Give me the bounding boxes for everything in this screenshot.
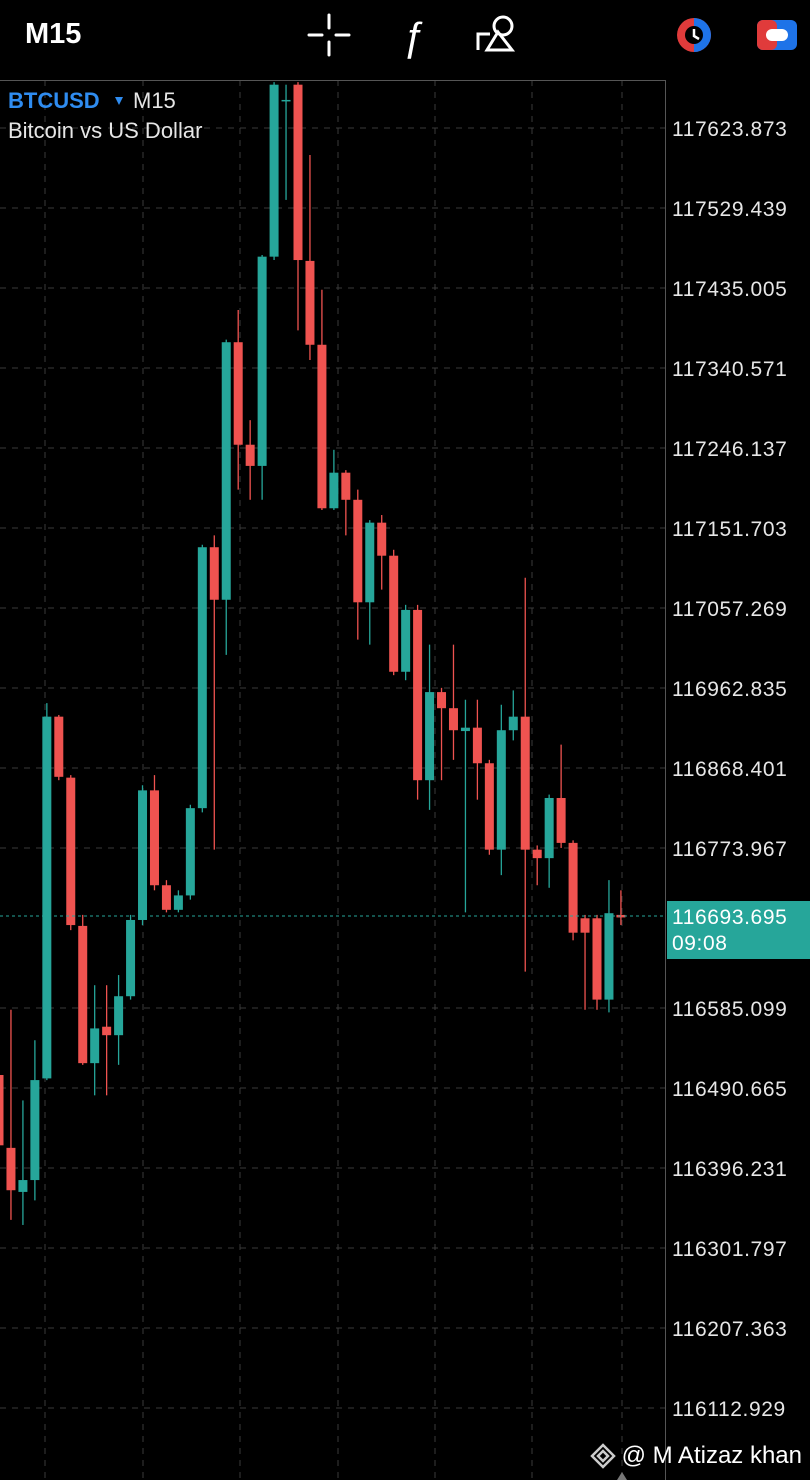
- candle-body: [484, 763, 494, 850]
- candle-body: [317, 344, 327, 509]
- candle-body: [161, 885, 171, 910]
- symbol-description: Bitcoin vs US Dollar: [8, 118, 202, 143]
- candle-body: [544, 797, 554, 859]
- y-tick-label: 116962.835: [672, 678, 787, 701]
- watermark-text: @ M Atizaz khan: [621, 1442, 802, 1469]
- candle-body: [329, 472, 339, 509]
- candle-body: [221, 342, 231, 600]
- chart-timeframe: M15: [133, 88, 176, 113]
- candle-body: [138, 790, 148, 920]
- candle-body: [556, 797, 566, 843]
- y-tick-label: 117151.703: [672, 518, 787, 541]
- candle-body: [197, 547, 207, 809]
- candle-body: [520, 716, 530, 850]
- candle-body: [532, 849, 542, 859]
- candle-body: [401, 609, 411, 672]
- y-tick-label: 117340.571: [672, 358, 787, 381]
- trade-icon[interactable]: [677, 18, 711, 52]
- y-tick-label: 117623.873: [672, 118, 787, 141]
- candle-body: [269, 84, 279, 257]
- candle-body: [580, 918, 590, 933]
- current-price-label: 116693.695: [672, 906, 787, 929]
- symbol[interactable]: BTCUSD: [8, 88, 100, 113]
- candle-body: [209, 547, 219, 600]
- candle-body: [126, 919, 136, 997]
- candle-body: [460, 727, 470, 732]
- bar-countdown: 09:08: [672, 932, 728, 955]
- candle-body: [305, 260, 315, 345]
- candle-body: [90, 1028, 100, 1064]
- timeframe-button[interactable]: M15: [25, 18, 82, 50]
- watermark-icon: [589, 1443, 616, 1469]
- candle-body: [365, 522, 375, 603]
- y-tick-label: 117435.005: [672, 278, 787, 301]
- candle-body: [293, 84, 303, 261]
- watermark: @ M Atizaz khan: [589, 1442, 802, 1470]
- y-tick-label: 116773.967: [672, 838, 787, 861]
- y-tick-label: 117529.439: [672, 198, 787, 221]
- candle-body: [592, 918, 602, 1000]
- candle-body: [0, 1075, 4, 1146]
- candle-body: [42, 716, 52, 1079]
- y-tick-label: 116112.929: [672, 1398, 786, 1421]
- candle-body: [245, 444, 255, 466]
- candle-body: [102, 1026, 112, 1036]
- candle-body: [66, 777, 76, 926]
- candle-body: [149, 790, 159, 886]
- candle-body: [425, 692, 435, 781]
- y-tick-label: 116490.665: [672, 1078, 787, 1101]
- candle-body: [508, 716, 518, 731]
- y-tick-label: 116585.099: [672, 998, 787, 1021]
- y-tick-label: 116301.797: [672, 1238, 787, 1261]
- candle-body: [6, 1147, 16, 1191]
- candle-body: [54, 716, 64, 777]
- candle-body: [78, 925, 88, 1064]
- toolbar-icons: ƒ: [307, 13, 797, 61]
- candle-body: [353, 499, 363, 603]
- vertical-grid: [44, 80, 623, 1480]
- top-bar: M15 ƒ: [0, 0, 810, 72]
- candle-body: [18, 1180, 28, 1192]
- y-tick-label: 116868.401: [672, 758, 787, 781]
- y-tick-label: 117246.137: [672, 438, 787, 461]
- candle-body: [257, 256, 267, 466]
- candle-body: [389, 555, 399, 672]
- y-tick-label: 117057.269: [672, 598, 787, 621]
- candle-body: [30, 1080, 40, 1181]
- candle-body: [496, 730, 506, 850]
- candle-body: [281, 99, 291, 102]
- y-tick-label: 116207.363: [672, 1318, 787, 1341]
- candle-body: [233, 342, 243, 445]
- candle-body: [448, 708, 458, 731]
- scroll-marker: [617, 1472, 627, 1480]
- candle-body: [604, 913, 614, 1000]
- candle-body: [185, 808, 195, 896]
- account-icon[interactable]: [757, 20, 797, 50]
- candle-body: [114, 996, 124, 1036]
- candle-body: [472, 727, 482, 764]
- candle-body: [377, 522, 387, 556]
- objects-icon[interactable]: [476, 15, 516, 52]
- candle-body: [437, 692, 447, 709]
- current-price-box: [667, 901, 810, 960]
- candle-body: [568, 842, 578, 933]
- indicators-icon[interactable]: ƒ: [402, 15, 424, 61]
- y-tick-label: 116396.231: [672, 1158, 787, 1181]
- crosshair-icon[interactable]: [307, 13, 351, 57]
- candle-body: [413, 609, 423, 781]
- candle-body: [341, 472, 351, 500]
- candle-body: [173, 895, 183, 910]
- symbol-dropdown[interactable]: [115, 97, 123, 105]
